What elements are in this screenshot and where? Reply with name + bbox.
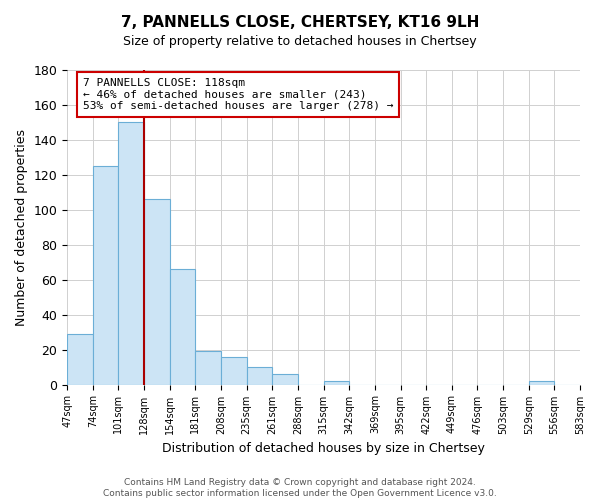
Text: Size of property relative to detached houses in Chertsey: Size of property relative to detached ho… (123, 35, 477, 48)
Bar (272, 374, 298, 384)
Bar (529, 381, 554, 384)
Text: 7, PANNELLS CLOSE, CHERTSEY, KT16 9LH: 7, PANNELLS CLOSE, CHERTSEY, KT16 9LH (121, 15, 479, 30)
Text: Contains HM Land Registry data © Crown copyright and database right 2024.
Contai: Contains HM Land Registry data © Crown c… (103, 478, 497, 498)
Bar (118, 122, 144, 384)
Bar (247, 367, 272, 384)
Y-axis label: Number of detached properties: Number of detached properties (15, 129, 28, 326)
X-axis label: Distribution of detached houses by size in Chertsey: Distribution of detached houses by size … (162, 442, 485, 455)
Bar (67, 334, 93, 384)
Bar (170, 269, 196, 384)
Bar (196, 352, 221, 384)
Bar (221, 356, 247, 384)
Bar (144, 200, 170, 384)
Bar (93, 166, 118, 384)
Text: 7 PANNELLS CLOSE: 118sqm
← 46% of detached houses are smaller (243)
53% of semi-: 7 PANNELLS CLOSE: 118sqm ← 46% of detach… (83, 78, 393, 111)
Bar (323, 381, 349, 384)
